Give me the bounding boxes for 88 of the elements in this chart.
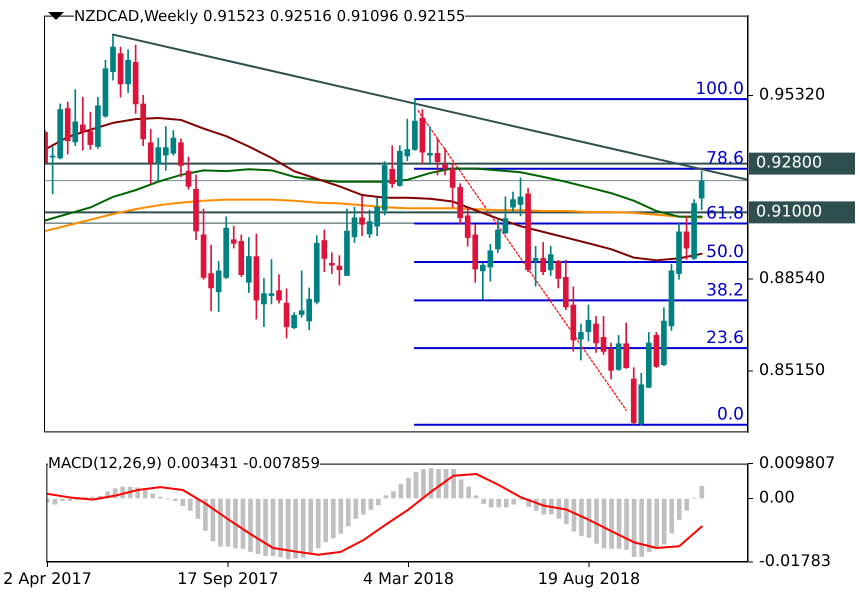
bar: [586, 498, 592, 538]
bar: [256, 498, 260, 554]
bar: [361, 498, 366, 515]
bar: [233, 498, 238, 548]
bar: [474, 495, 478, 498]
bar: [496, 498, 502, 508]
bar: [684, 498, 690, 511]
candlestick: [359, 195, 365, 236]
bar: [368, 498, 374, 510]
bar: [218, 498, 223, 547]
bar: [594, 498, 599, 544]
candlestick: [427, 126, 433, 165]
bar: [602, 498, 606, 548]
series-label: 23.6: [706, 328, 744, 348]
bar: [579, 498, 584, 536]
bar: [488, 498, 494, 508]
bar: [196, 498, 200, 519]
bar: [353, 498, 358, 519]
y-tick-label: 0.009807: [759, 452, 836, 472]
bar: [699, 486, 704, 498]
bar: [226, 498, 230, 547]
bar: [421, 468, 426, 498]
bar: [142, 490, 148, 498]
bar: [662, 498, 667, 544]
bar: [210, 498, 216, 542]
candlestick: [442, 148, 448, 176]
y-tick-label: 0.95320: [759, 84, 826, 104]
bar: [436, 468, 441, 498]
bar: [180, 498, 186, 506]
bar: [300, 498, 306, 558]
bar: [398, 484, 404, 498]
y-tick-label: 0.85150: [759, 360, 826, 380]
bar: [376, 498, 381, 506]
series-label: 50.0: [706, 242, 744, 262]
bar: [384, 495, 388, 498]
candlestick: [434, 138, 440, 176]
x-tick-label: 17 Sep 2017: [177, 568, 279, 588]
bar: [669, 498, 674, 534]
bar: [616, 498, 622, 549]
series-label: 38.2: [706, 280, 744, 300]
y-tick-label: 0.00: [759, 488, 795, 507]
bar: [203, 498, 208, 531]
bar: [676, 498, 682, 520]
bar: [286, 498, 290, 560]
chart-title: MACD(12,26,9) 0.003431 -0.007859: [48, 454, 320, 472]
bar: [458, 479, 464, 498]
bar: [323, 498, 328, 542]
bar: [632, 498, 636, 557]
bar: [270, 498, 276, 556]
bar: [346, 498, 351, 526]
ref-line-label: 0.92800: [756, 152, 822, 172]
bar: [624, 498, 629, 550]
bar: [263, 498, 268, 556]
bar: [391, 491, 396, 498]
bar: [316, 498, 321, 548]
bar: [293, 498, 298, 559]
bar: [338, 498, 344, 534]
bar: [188, 498, 193, 511]
bar: [308, 498, 314, 554]
bar: [639, 498, 644, 557]
bar: [330, 498, 336, 538]
series-label: 0.0: [716, 404, 744, 425]
bar: [511, 498, 516, 505]
bar: [240, 498, 246, 549]
bar: [504, 498, 509, 508]
bar: [609, 498, 614, 549]
series-label: 100.0: [695, 78, 744, 99]
bar: [414, 472, 418, 498]
bar: [646, 498, 652, 552]
bar: [150, 494, 156, 498]
bar: [248, 498, 253, 552]
bar: [481, 498, 486, 504]
x-tick-label: 19 Aug 2018: [538, 568, 640, 588]
bar: [572, 498, 576, 532]
bar: [278, 498, 283, 558]
y-tick-label: 0.88540: [759, 268, 826, 288]
bar: [444, 468, 448, 498]
bar: [451, 468, 456, 498]
bar: [52, 498, 58, 505]
chart-title: NZDCAD,Weekly 0.91523 0.92516 0.91096 0.92155: [74, 7, 466, 25]
ref-line-label: 0.91000: [756, 202, 822, 221]
bar: [428, 468, 434, 498]
x-tick-label: 4 Mar 2018: [362, 568, 454, 588]
x-tick-label: 2 Apr 2017: [3, 568, 92, 588]
y-tick-label: -0.01783: [759, 551, 831, 570]
bar: [406, 478, 411, 498]
bar: [654, 498, 659, 549]
bar: [466, 486, 471, 498]
